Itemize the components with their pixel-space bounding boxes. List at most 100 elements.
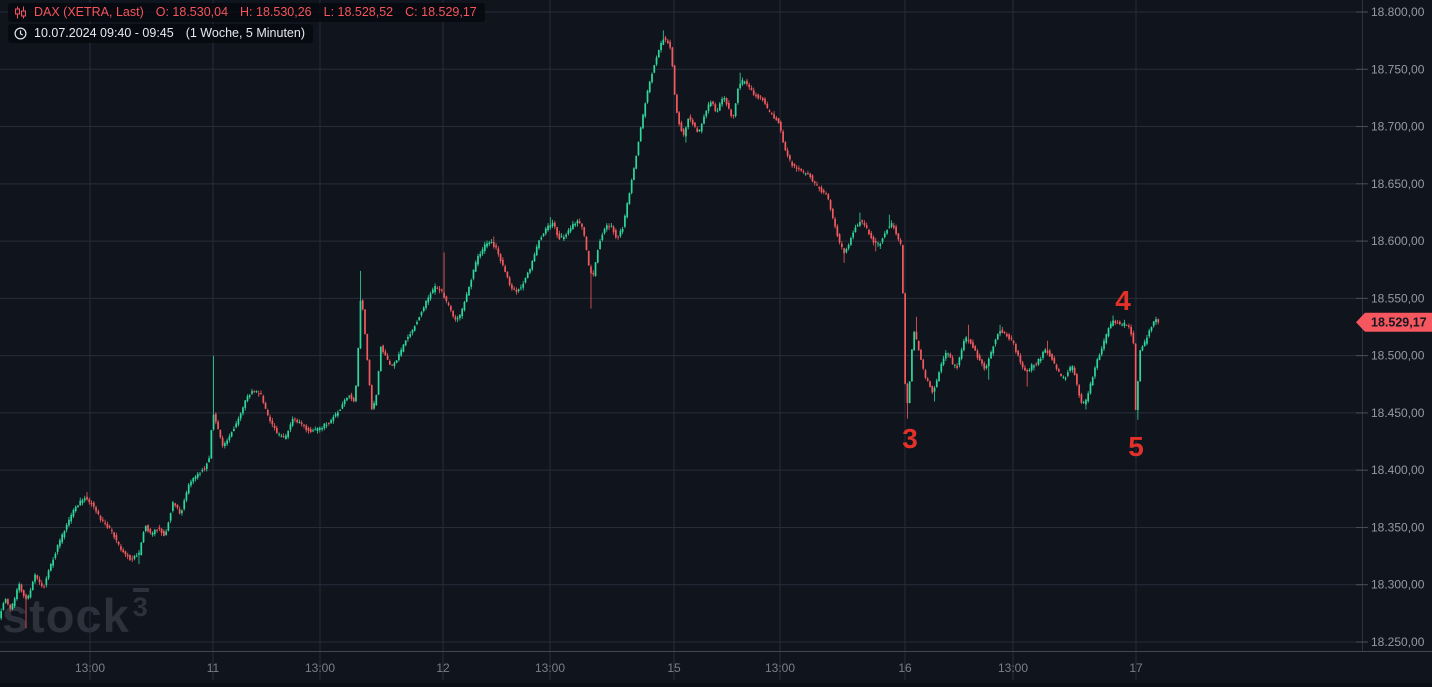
- candle[interactable]: [271, 417, 274, 428]
- candle[interactable]: [718, 102, 721, 112]
- candle[interactable]: [1076, 372, 1078, 387]
- candle[interactable]: [617, 235, 619, 240]
- candle[interactable]: [752, 87, 755, 97]
- candle[interactable]: [355, 385, 357, 403]
- candle[interactable]: [368, 359, 371, 386]
- candle[interactable]: [36, 574, 39, 581]
- candle[interactable]: [730, 108, 732, 118]
- candle[interactable]: [456, 315, 459, 323]
- candle[interactable]: [838, 233, 841, 245]
- candle[interactable]: [506, 271, 509, 279]
- candle[interactable]: [574, 222, 577, 228]
- candle[interactable]: [407, 334, 409, 342]
- candle[interactable]: [255, 390, 258, 394]
- candle[interactable]: [285, 433, 287, 440]
- candle[interactable]: [248, 393, 251, 399]
- candle[interactable]: [1096, 357, 1099, 370]
- candle[interactable]: [1155, 316, 1157, 325]
- candle[interactable]: [920, 348, 922, 361]
- candle[interactable]: [233, 426, 235, 432]
- candle[interactable]: [615, 228, 617, 240]
- candle[interactable]: [1078, 383, 1081, 398]
- candle[interactable]: [404, 340, 407, 347]
- candle[interactable]: [459, 314, 461, 321]
- candle[interactable]: [264, 401, 267, 410]
- candle[interactable]: [1044, 348, 1047, 354]
- candle[interactable]: [208, 455, 210, 463]
- candle[interactable]: [120, 543, 122, 552]
- candle[interactable]: [863, 220, 866, 228]
- candle[interactable]: [892, 222, 895, 230]
- candle[interactable]: [486, 240, 488, 249]
- candle[interactable]: [777, 117, 780, 124]
- candle[interactable]: [1051, 353, 1053, 361]
- candle[interactable]: [933, 386, 936, 402]
- candle[interactable]: [761, 96, 764, 102]
- candle[interactable]: [431, 287, 434, 295]
- candle[interactable]: [965, 335, 968, 344]
- candle[interactable]: [680, 120, 683, 133]
- candle[interactable]: [296, 418, 299, 424]
- candle[interactable]: [474, 260, 477, 273]
- candle[interactable]: [163, 529, 165, 537]
- candle[interactable]: [22, 589, 25, 599]
- candle[interactable]: [1053, 355, 1056, 365]
- candle[interactable]: [1139, 349, 1142, 382]
- candle[interactable]: [156, 528, 158, 533]
- candle[interactable]: [468, 286, 470, 296]
- candle[interactable]: [992, 345, 995, 356]
- candle[interactable]: [524, 277, 527, 284]
- candle[interactable]: [303, 424, 305, 429]
- wave-annotation-4[interactable]: 4: [1115, 285, 1131, 316]
- candle[interactable]: [386, 353, 389, 361]
- candles-layer[interactable]: [0, 30, 1160, 629]
- candle[interactable]: [592, 270, 595, 277]
- candle[interactable]: [65, 522, 68, 533]
- candle[interactable]: [831, 207, 834, 220]
- candle[interactable]: [678, 111, 680, 127]
- candle[interactable]: [63, 530, 66, 540]
- candle[interactable]: [698, 129, 701, 132]
- candle[interactable]: [827, 192, 830, 201]
- candle[interactable]: [766, 101, 769, 109]
- candle[interactable]: [734, 103, 737, 118]
- candle[interactable]: [872, 235, 875, 246]
- candle[interactable]: [660, 40, 662, 53]
- candle[interactable]: [97, 509, 100, 516]
- candle[interactable]: [382, 344, 384, 354]
- candle[interactable]: [332, 414, 335, 424]
- candle[interactable]: [795, 165, 798, 172]
- candle[interactable]: [999, 324, 1001, 337]
- candle[interactable]: [1003, 331, 1006, 335]
- candle[interactable]: [935, 378, 938, 388]
- candle[interactable]: [1012, 339, 1015, 345]
- candle[interactable]: [655, 55, 658, 67]
- candle[interactable]: [160, 528, 163, 536]
- candle[interactable]: [346, 397, 348, 402]
- candle[interactable]: [877, 241, 879, 247]
- candle[interactable]: [1146, 334, 1148, 346]
- candle[interactable]: [129, 554, 131, 561]
- candle[interactable]: [757, 93, 760, 100]
- candle[interactable]: [804, 172, 807, 176]
- candle[interactable]: [339, 408, 341, 412]
- candle[interactable]: [298, 419, 301, 424]
- candle[interactable]: [352, 396, 355, 403]
- candle[interactable]: [1094, 366, 1096, 379]
- candle[interactable]: [890, 220, 893, 229]
- candle[interactable]: [637, 141, 640, 157]
- candle[interactable]: [836, 224, 839, 238]
- candle[interactable]: [556, 226, 558, 238]
- candle[interactable]: [409, 331, 412, 339]
- candle[interactable]: [61, 532, 64, 544]
- candle[interactable]: [50, 562, 52, 572]
- candle[interactable]: [348, 394, 351, 400]
- candle[interactable]: [375, 394, 378, 406]
- candle[interactable]: [389, 359, 391, 366]
- candle[interactable]: [929, 380, 931, 388]
- candle[interactable]: [802, 169, 805, 174]
- candle[interactable]: [502, 257, 504, 267]
- candle[interactable]: [224, 441, 226, 449]
- candle[interactable]: [101, 517, 104, 523]
- candle[interactable]: [809, 172, 812, 179]
